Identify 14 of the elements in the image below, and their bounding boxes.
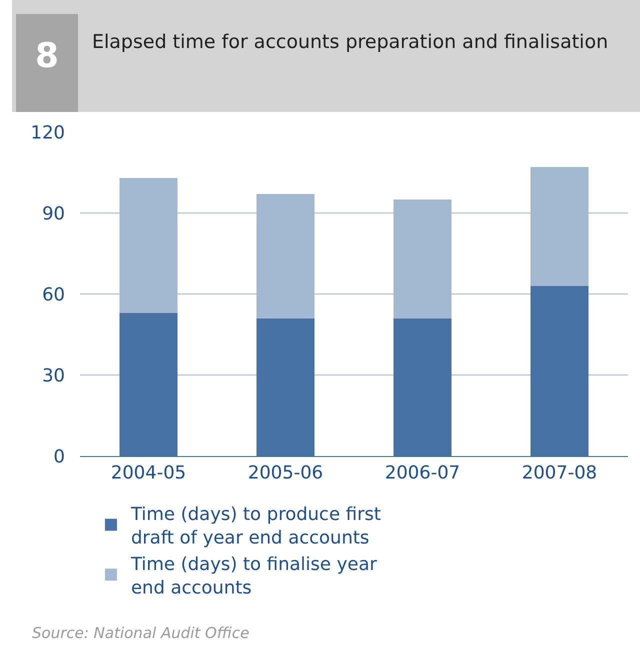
x-tick-label: 2007-08 [522,462,598,484]
x-tick-label: 2005-06 [248,462,324,484]
x-tick-label: 2004-05 [110,462,186,484]
y-tick-label: 120 [30,122,65,144]
legend-label: Time (days) to finalise year end accounts [130,554,378,598]
chart-title: Elapsed time for accounts preparation and finalisation [92,30,610,55]
source-note: Source: National Audit Office [32,624,250,642]
y-tick-label: 30 [42,365,65,386]
x-tick-label: 2006-07 [384,462,460,484]
legend-label: Time (days) to produce first draft of year end accounts [130,504,381,548]
text: 8 [16,14,78,112]
y-tick-label: 60 [42,284,65,306]
y-tick-label: 0 [54,446,65,468]
y-tick-label: 90 [42,203,65,224]
